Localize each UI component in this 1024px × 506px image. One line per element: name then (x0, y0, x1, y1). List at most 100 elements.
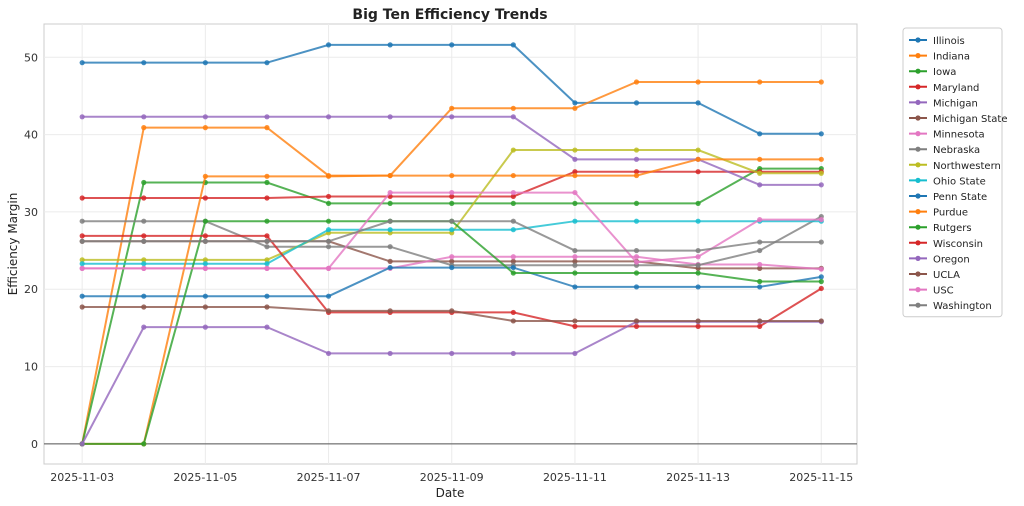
data-point (510, 218, 516, 224)
data-point (141, 293, 147, 299)
data-point (141, 179, 147, 186)
data-point (757, 278, 763, 285)
data-point (757, 79, 763, 85)
legend-marker (915, 302, 921, 308)
x-tick-label: 2025-11-11 (543, 471, 607, 484)
legend-marker (915, 131, 921, 137)
data-point (757, 182, 763, 188)
data-point (264, 233, 270, 239)
data-point (818, 170, 824, 176)
legend-marker (915, 37, 921, 43)
data-point (633, 169, 640, 175)
data-point (79, 233, 85, 239)
data-point (818, 274, 824, 280)
data-point (79, 218, 85, 224)
data-point (757, 156, 763, 162)
data-point (757, 323, 763, 329)
legend-label: Indiana (933, 52, 970, 63)
data-point (633, 100, 640, 106)
legend-marker (915, 84, 921, 90)
legend-marker (915, 99, 921, 105)
data-point (325, 293, 332, 299)
legend-marker (915, 224, 921, 230)
data-point (141, 238, 147, 244)
legend-label: Maryland (933, 83, 979, 94)
data-point (79, 257, 85, 263)
data-point (387, 244, 393, 250)
legend-label: Purdue (933, 208, 968, 219)
data-point (757, 265, 763, 271)
legend-marker (915, 287, 921, 293)
data-point (387, 308, 393, 314)
data-point (510, 147, 516, 153)
data-point (510, 200, 516, 207)
data-point (572, 284, 578, 290)
data-point (695, 284, 701, 290)
legend-label: Iowa (933, 67, 956, 78)
data-point (202, 265, 208, 271)
data-point (264, 218, 270, 224)
data-point (141, 125, 147, 131)
data-point (633, 200, 640, 207)
legend-label: Penn State (933, 192, 987, 203)
data-point (387, 218, 393, 224)
data-point (572, 218, 578, 224)
data-point (141, 218, 147, 224)
data-point (264, 238, 270, 244)
data-point (141, 233, 147, 239)
legend-label: Minnesota (933, 130, 985, 141)
data-point (141, 265, 147, 271)
data-point (264, 244, 270, 250)
data-point (387, 258, 393, 264)
legend-marker (915, 53, 921, 59)
data-point (633, 254, 640, 260)
data-point (510, 114, 516, 120)
data-point (633, 172, 640, 179)
data-point (633, 323, 640, 329)
legend-label: Michigan (933, 98, 978, 109)
data-point (695, 200, 701, 207)
data-point (449, 264, 455, 271)
data-point (202, 114, 208, 120)
data-point (757, 247, 763, 254)
data-point (449, 172, 455, 179)
data-point (818, 131, 824, 137)
data-point (633, 259, 640, 265)
data-point (141, 261, 147, 267)
data-point (510, 318, 516, 324)
data-point (572, 270, 578, 276)
data-point (449, 218, 455, 224)
data-point (510, 254, 516, 260)
data-point (79, 265, 85, 271)
legend-label: Ohio State (933, 176, 986, 187)
data-point (695, 262, 701, 268)
legend-label: Illinois (933, 36, 965, 47)
legend-marker (915, 271, 921, 277)
data-point (325, 218, 332, 224)
data-point (387, 200, 393, 207)
data-point (510, 189, 516, 196)
x-tick-label: 2025-11-07 (297, 471, 361, 484)
legend-marker (915, 255, 921, 261)
data-point (325, 238, 332, 244)
data-point (325, 227, 332, 233)
data-point (695, 169, 701, 175)
data-point (695, 323, 701, 329)
data-point (695, 247, 701, 254)
data-point (510, 227, 516, 233)
data-point (510, 270, 516, 276)
data-point (757, 131, 763, 137)
data-point (79, 261, 85, 267)
data-point (387, 42, 393, 48)
data-point (633, 270, 640, 276)
data-point (818, 79, 824, 85)
data-point (79, 441, 85, 447)
data-point (264, 125, 270, 131)
data-point (264, 60, 270, 66)
y-axis-label: Efficiency Margin (6, 193, 20, 296)
data-point (202, 218, 208, 224)
x-axis-label: Date (436, 486, 465, 500)
legend-marker (915, 115, 921, 121)
data-point (695, 254, 701, 260)
